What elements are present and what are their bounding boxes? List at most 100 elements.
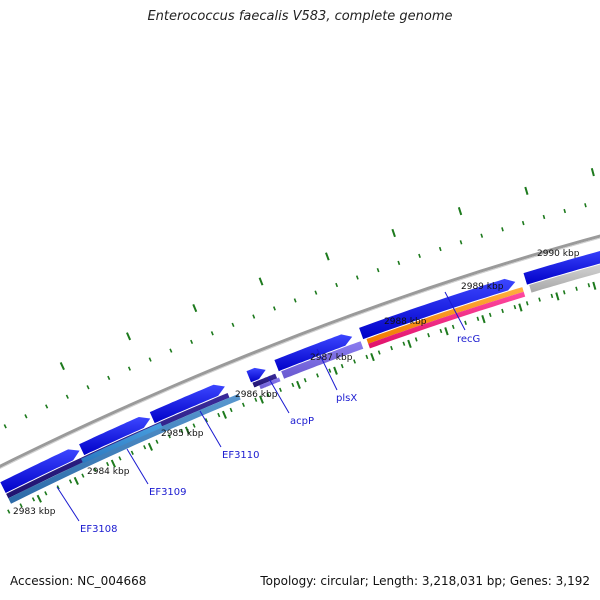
inner-tick bbox=[575, 286, 578, 291]
outer-tick bbox=[190, 339, 194, 345]
cog-band-acpP-lower bbox=[259, 377, 281, 390]
accession-text: Accession: NC_004668 bbox=[10, 574, 147, 588]
cds-arrow-plsX bbox=[274, 334, 353, 372]
inner-tick bbox=[439, 328, 443, 334]
cog-band-steel bbox=[8, 393, 241, 504]
inner-tick bbox=[538, 297, 541, 302]
inner-tick bbox=[377, 350, 381, 355]
inner-tick-marks bbox=[7, 281, 597, 514]
inner-tick bbox=[550, 293, 554, 299]
inner-tick bbox=[68, 479, 73, 484]
inner-tick bbox=[353, 359, 356, 364]
outer-tick-major bbox=[590, 168, 595, 177]
outer-tick-major bbox=[258, 277, 264, 286]
inner-tick-major bbox=[555, 292, 560, 301]
cog-band-grey bbox=[529, 264, 600, 293]
inner-tick bbox=[451, 324, 455, 330]
outer-tick bbox=[438, 246, 442, 252]
kbp-label: 2985 kbp bbox=[161, 429, 204, 439]
cds-arrow-acpP bbox=[246, 367, 266, 383]
inner-tick bbox=[488, 312, 492, 317]
inner-tick bbox=[19, 503, 23, 508]
inner-tick-major bbox=[370, 352, 375, 362]
outer-tick bbox=[24, 414, 28, 419]
inner-tick bbox=[316, 373, 319, 378]
cog-band-acpP bbox=[252, 373, 278, 388]
inner-tick bbox=[402, 341, 406, 346]
gene-label: EF3109 bbox=[149, 487, 187, 498]
inner-tick-major bbox=[73, 476, 79, 485]
outer-tick-major bbox=[59, 361, 65, 371]
outer-tick bbox=[542, 214, 546, 220]
map-title: Enterococcus faecalis V583, complete gen… bbox=[147, 9, 453, 24]
outer-tick bbox=[231, 322, 235, 327]
inner-tick bbox=[414, 337, 418, 342]
inner-tick bbox=[303, 378, 307, 383]
inner-tick bbox=[229, 407, 233, 413]
kbp-label: 2990 kbp bbox=[537, 249, 580, 259]
leader-line bbox=[126, 448, 149, 485]
outer-tick bbox=[169, 348, 173, 353]
outer-tick bbox=[480, 233, 484, 238]
kbp-label: 2987 kbp bbox=[310, 353, 353, 363]
outer-tick bbox=[293, 298, 297, 303]
inner-tick bbox=[217, 412, 221, 418]
outer-tick bbox=[355, 275, 359, 280]
inner-tick-major bbox=[110, 459, 116, 468]
inner-tick bbox=[476, 316, 480, 321]
outer-tick bbox=[65, 394, 69, 399]
inner-tick-major bbox=[296, 380, 301, 390]
genome-summary-text: Topology: circular; Length: 3,218,031 bp… bbox=[260, 574, 590, 588]
inner-tick-major bbox=[444, 327, 449, 336]
inner-tick bbox=[390, 345, 393, 351]
outer-tick bbox=[107, 375, 111, 381]
inner-tick bbox=[291, 382, 295, 388]
outer-tick bbox=[501, 227, 504, 232]
inner-tick-major bbox=[592, 281, 597, 290]
outer-tick bbox=[86, 385, 90, 390]
outer-tick-major bbox=[524, 186, 529, 195]
cog-band-recG-pink bbox=[368, 291, 526, 349]
inner-tick bbox=[93, 467, 97, 472]
inner-tick bbox=[106, 461, 110, 467]
inner-tick bbox=[44, 491, 48, 496]
inner-tick bbox=[587, 283, 591, 288]
feature-tracks bbox=[0, 234, 600, 504]
gene-label: EF3110 bbox=[222, 450, 260, 461]
inner-tick bbox=[279, 387, 282, 393]
outer-tick-marks bbox=[3, 168, 595, 429]
inner-tick bbox=[340, 363, 344, 369]
inner-tick bbox=[501, 308, 504, 314]
gene-label: plsX bbox=[336, 393, 357, 404]
outer-tick bbox=[45, 404, 49, 409]
cog-band-recG-orange bbox=[366, 287, 524, 344]
inner-tick bbox=[118, 456, 122, 461]
inner-tick-major bbox=[407, 339, 412, 348]
outer-tick bbox=[584, 203, 587, 208]
inner-tick bbox=[192, 423, 196, 428]
inner-tick-major bbox=[333, 366, 338, 375]
kbp-label: 2984 kbp bbox=[87, 467, 130, 477]
inner-tick bbox=[241, 402, 245, 407]
kbp-label: 2983 kbp bbox=[13, 507, 56, 517]
kbp-label: 2986 kbp bbox=[235, 390, 278, 400]
outer-tick bbox=[418, 253, 421, 259]
outer-tick bbox=[210, 331, 214, 336]
leader-line bbox=[444, 291, 466, 331]
inner-tick bbox=[155, 439, 159, 444]
gene-label: acpP bbox=[290, 416, 314, 427]
inner-tick bbox=[167, 434, 171, 439]
outer-tick-major bbox=[457, 207, 463, 216]
inner-tick bbox=[7, 509, 11, 514]
cog-band-cyan bbox=[81, 422, 163, 464]
inner-tick bbox=[81, 473, 85, 478]
kbp-label: 2988 kbp bbox=[384, 317, 427, 327]
outer-tick bbox=[314, 290, 318, 295]
gene-labels: EF3108 EF3109 EF3110 acpP plsX recG bbox=[56, 291, 480, 535]
cds-arrow-EF3110 bbox=[149, 384, 225, 424]
inner-tick bbox=[266, 392, 270, 397]
outer-tick-major bbox=[126, 332, 132, 341]
inner-tick bbox=[464, 320, 467, 325]
outer-tick bbox=[563, 208, 567, 214]
inner-tick-major bbox=[147, 442, 153, 451]
